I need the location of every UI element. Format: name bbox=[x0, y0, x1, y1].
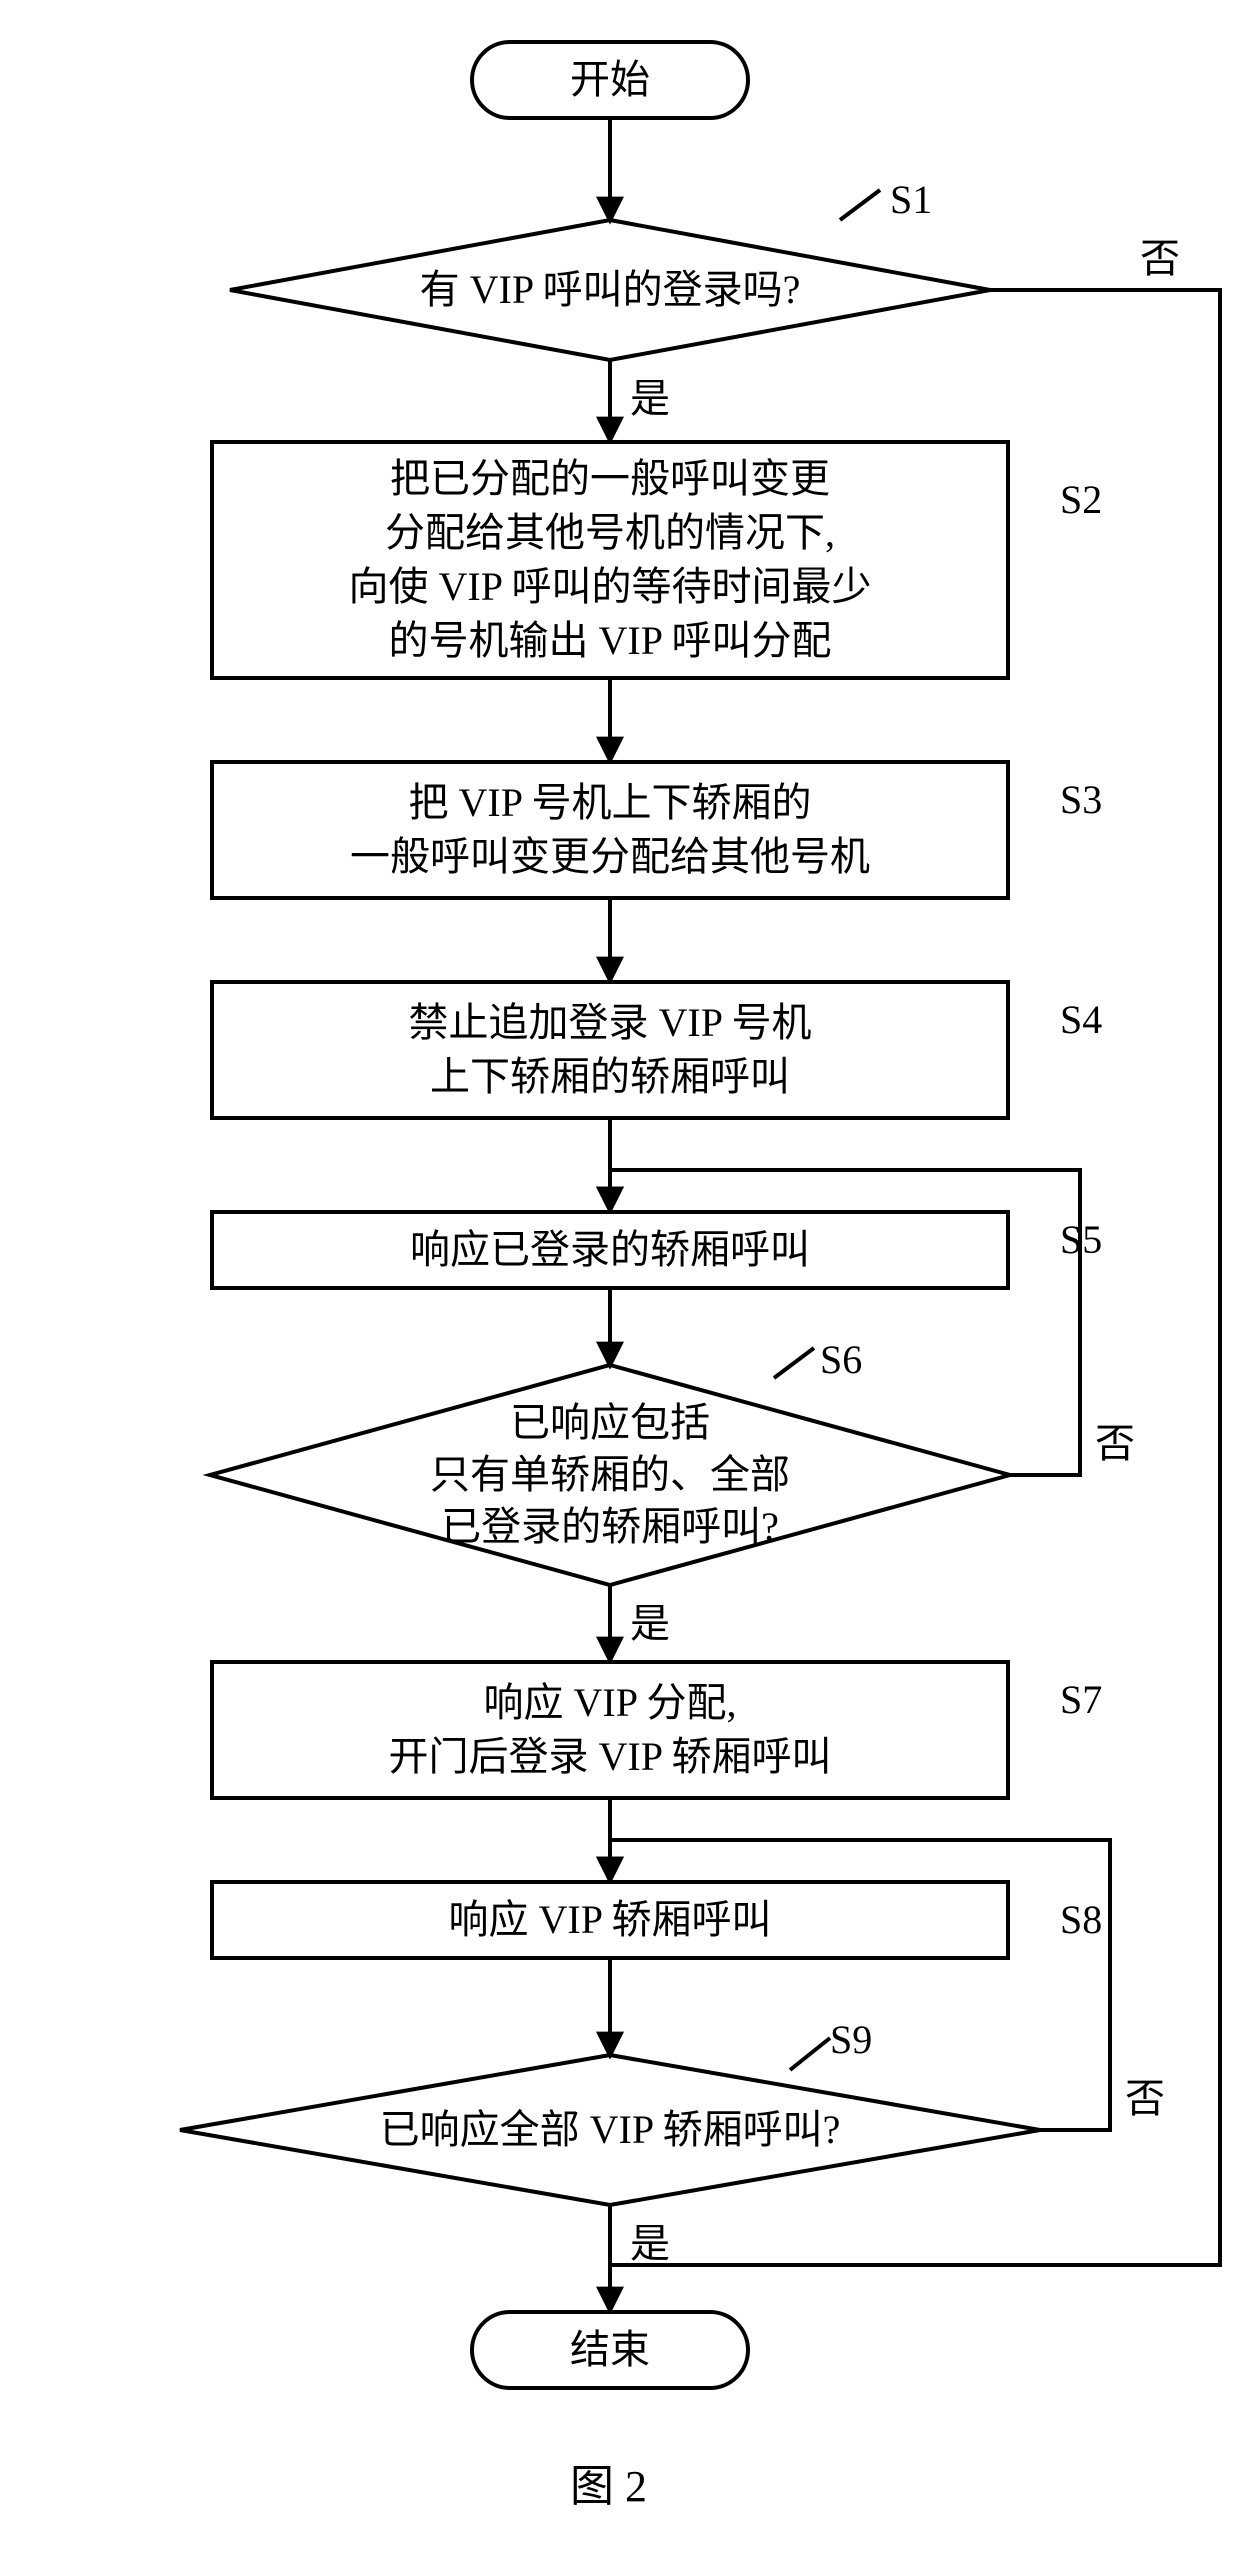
yes-label-d6_yes: 是 bbox=[630, 1600, 670, 1648]
flow-edge bbox=[790, 2038, 830, 2070]
decision-d6 bbox=[210, 1365, 1010, 1585]
node-p8: 响应 VIP 轿厢呼叫 bbox=[210, 1880, 1010, 1960]
step-label-s4: S4 bbox=[1060, 1000, 1102, 1040]
step-label-s3: S3 bbox=[1060, 780, 1102, 820]
node-p2: 把已分配的一般呼叫变更分配给其他号机的情况下,向使 VIP 呼叫的等待时间最少的… bbox=[210, 440, 1010, 680]
flowchart-canvas: 开始有 VIP 呼叫的登录吗?把已分配的一般呼叫变更分配给其他号机的情况下,向使… bbox=[20, 20, 1248, 2534]
step-label-s2: S2 bbox=[1060, 480, 1102, 520]
node-start: 开始 bbox=[470, 40, 750, 120]
decision-d9 bbox=[180, 2055, 1040, 2205]
flow-edge bbox=[774, 1348, 814, 1378]
step-label-s8: S8 bbox=[1060, 1900, 1102, 1940]
node-p5: 响应已登录的轿厢呼叫 bbox=[210, 1210, 1010, 1290]
node-p7: 响应 VIP 分配,开门后登录 VIP 轿厢呼叫 bbox=[210, 1660, 1010, 1800]
node-p4: 禁止追加登录 VIP 号机上下轿厢的轿厢呼叫 bbox=[210, 980, 1010, 1120]
node-p3: 把 VIP 号机上下轿厢的一般呼叫变更分配给其他号机 bbox=[210, 760, 1010, 900]
step-label-s7: S7 bbox=[1060, 1680, 1102, 1720]
yes-label-d9_yes: 是 bbox=[630, 2220, 670, 2268]
step-label-s1: S1 bbox=[890, 180, 932, 220]
step-label-s9: S9 bbox=[830, 2020, 872, 2060]
no-label-d9_no: 否 bbox=[1125, 2075, 1165, 2123]
step-label-s6: S6 bbox=[820, 1340, 862, 1380]
figure-caption: 图 2 bbox=[570, 2450, 647, 2514]
decision-d1 bbox=[230, 220, 990, 360]
node-end: 结束 bbox=[470, 2310, 750, 2390]
no-label-d6_no: 否 bbox=[1095, 1420, 1135, 1468]
yes-label-d1_yes: 是 bbox=[630, 375, 670, 423]
flow-edge bbox=[840, 190, 880, 220]
no-label-d1_no: 否 bbox=[1140, 235, 1180, 283]
step-label-s5: S5 bbox=[1060, 1220, 1102, 1260]
